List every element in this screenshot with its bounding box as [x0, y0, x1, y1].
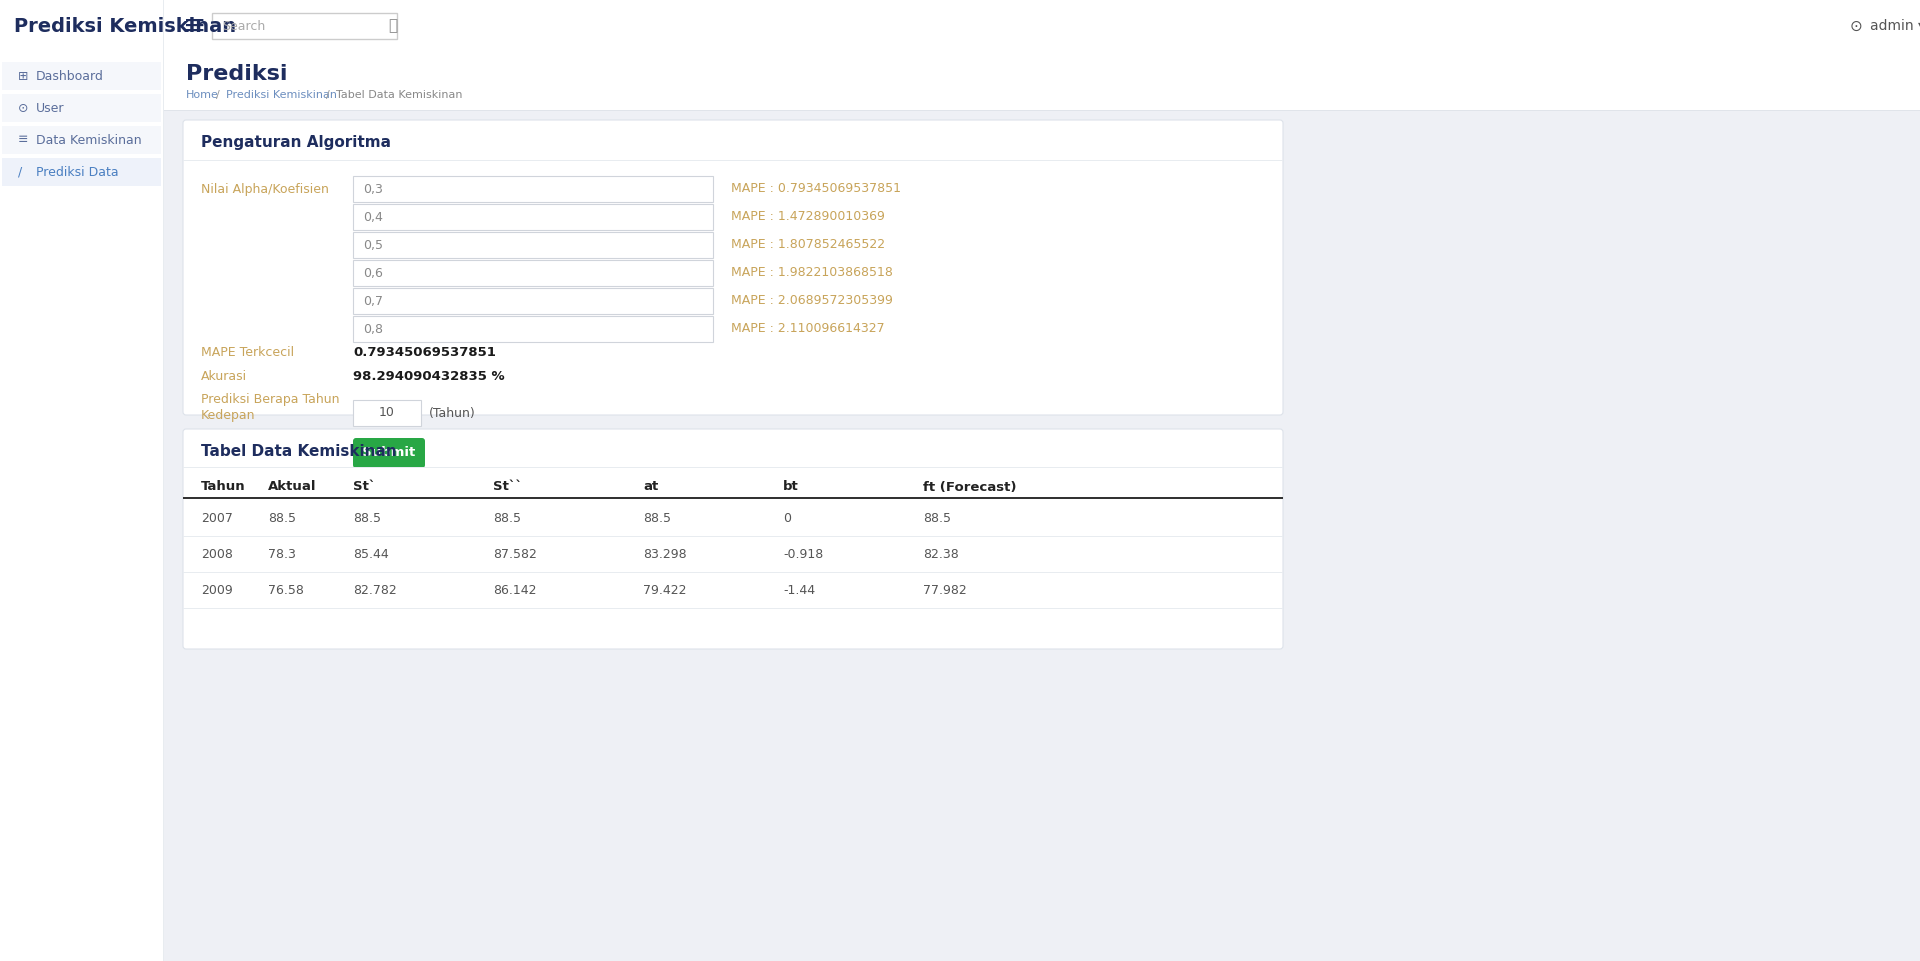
- FancyBboxPatch shape: [353, 260, 712, 286]
- Text: 0,3: 0,3: [363, 183, 382, 195]
- Text: Prediksi Kemiskinan: Prediksi Kemiskinan: [13, 16, 236, 36]
- Text: Home: Home: [186, 90, 219, 100]
- Text: ≡: ≡: [182, 12, 205, 40]
- Text: Pengaturan Algoritma: Pengaturan Algoritma: [202, 135, 392, 150]
- FancyBboxPatch shape: [353, 316, 712, 342]
- Text: Search: Search: [223, 19, 265, 33]
- Text: ≡: ≡: [17, 134, 29, 146]
- Text: 0: 0: [783, 512, 791, 526]
- Text: 78.3: 78.3: [269, 549, 296, 561]
- Text: ⊙: ⊙: [17, 102, 29, 114]
- Text: -0.918: -0.918: [783, 549, 824, 561]
- Text: Prediksi: Prediksi: [186, 64, 288, 84]
- Text: 88.5: 88.5: [924, 512, 950, 526]
- Text: Dashboard: Dashboard: [36, 69, 104, 83]
- FancyBboxPatch shape: [353, 438, 424, 468]
- FancyBboxPatch shape: [2, 94, 161, 122]
- Text: 88.5: 88.5: [353, 512, 380, 526]
- Text: 0,8: 0,8: [363, 323, 382, 335]
- Text: ⌕: ⌕: [388, 18, 397, 34]
- Text: MAPE : 2.110096614327: MAPE : 2.110096614327: [732, 323, 885, 335]
- Text: admin ▾: admin ▾: [1870, 19, 1920, 33]
- Text: Prediksi Berapa Tahun: Prediksi Berapa Tahun: [202, 393, 340, 407]
- FancyBboxPatch shape: [182, 467, 1283, 468]
- Text: Prediksi Kemiskinan: Prediksi Kemiskinan: [227, 90, 338, 100]
- Text: Prediksi Data: Prediksi Data: [36, 165, 119, 179]
- Text: 2007: 2007: [202, 512, 232, 526]
- Text: User: User: [36, 102, 65, 114]
- Text: MAPE : 1.807852465522: MAPE : 1.807852465522: [732, 238, 885, 252]
- Text: -1.44: -1.44: [783, 584, 816, 598]
- Text: /: /: [326, 90, 330, 100]
- Text: 88.5: 88.5: [643, 512, 670, 526]
- Text: /: /: [215, 90, 219, 100]
- Text: 82.782: 82.782: [353, 584, 397, 598]
- FancyBboxPatch shape: [353, 288, 712, 314]
- FancyBboxPatch shape: [2, 158, 161, 186]
- Text: bt: bt: [783, 480, 799, 494]
- Text: 0,6: 0,6: [363, 266, 382, 280]
- Text: MAPE : 1.9822103868518: MAPE : 1.9822103868518: [732, 266, 893, 280]
- Text: 2008: 2008: [202, 549, 232, 561]
- Text: 0,5: 0,5: [363, 238, 382, 252]
- FancyBboxPatch shape: [163, 110, 1920, 111]
- Text: 76.58: 76.58: [269, 584, 303, 598]
- FancyBboxPatch shape: [163, 52, 1920, 961]
- Text: 86.142: 86.142: [493, 584, 536, 598]
- Text: Data Kemiskinan: Data Kemiskinan: [36, 134, 142, 146]
- Text: 79.422: 79.422: [643, 584, 687, 598]
- Text: MAPE : 2.0689572305399: MAPE : 2.0689572305399: [732, 294, 893, 308]
- Text: Kedepan: Kedepan: [202, 409, 255, 423]
- Text: MAPE : 0.79345069537851: MAPE : 0.79345069537851: [732, 183, 900, 195]
- Text: ⊞: ⊞: [17, 69, 29, 83]
- FancyBboxPatch shape: [353, 176, 712, 202]
- Text: St``: St``: [493, 480, 522, 494]
- FancyBboxPatch shape: [0, 0, 1920, 52]
- Text: MAPE Terkcecil: MAPE Terkcecil: [202, 346, 294, 358]
- Text: ft (Forecast): ft (Forecast): [924, 480, 1016, 494]
- Text: Nilai Alpha/Koefisien: Nilai Alpha/Koefisien: [202, 184, 328, 196]
- FancyBboxPatch shape: [353, 204, 712, 230]
- Text: 98.294090432835 %: 98.294090432835 %: [353, 369, 505, 382]
- FancyBboxPatch shape: [353, 232, 712, 258]
- Text: /: /: [17, 165, 23, 179]
- Text: Akurasi: Akurasi: [202, 369, 248, 382]
- FancyBboxPatch shape: [211, 13, 397, 39]
- Text: at: at: [643, 480, 659, 494]
- Text: 85.44: 85.44: [353, 549, 388, 561]
- FancyBboxPatch shape: [0, 52, 1920, 53]
- Text: 2009: 2009: [202, 584, 232, 598]
- FancyBboxPatch shape: [182, 429, 1283, 649]
- Text: 88.5: 88.5: [269, 512, 296, 526]
- Text: St`: St`: [353, 480, 376, 494]
- Text: 0,7: 0,7: [363, 294, 382, 308]
- FancyBboxPatch shape: [163, 52, 1920, 110]
- Text: 0.79345069537851: 0.79345069537851: [353, 346, 495, 358]
- FancyBboxPatch shape: [163, 423, 1920, 437]
- Text: 88.5: 88.5: [493, 512, 520, 526]
- Text: 82.38: 82.38: [924, 549, 958, 561]
- Text: MAPE : 1.472890010369: MAPE : 1.472890010369: [732, 210, 885, 224]
- Text: 87.582: 87.582: [493, 549, 538, 561]
- FancyBboxPatch shape: [182, 160, 1283, 161]
- Text: Aktual: Aktual: [269, 480, 317, 494]
- Text: 77.982: 77.982: [924, 584, 968, 598]
- Text: ⊙: ⊙: [1851, 18, 1862, 34]
- Text: 0,4: 0,4: [363, 210, 382, 224]
- FancyBboxPatch shape: [182, 120, 1283, 415]
- FancyBboxPatch shape: [353, 400, 420, 426]
- Text: 83.298: 83.298: [643, 549, 687, 561]
- FancyBboxPatch shape: [182, 497, 1283, 499]
- FancyBboxPatch shape: [2, 126, 161, 154]
- Text: Tabel Data Kemiskinan: Tabel Data Kemiskinan: [202, 443, 397, 458]
- Text: 10: 10: [378, 407, 396, 420]
- Text: Submit: Submit: [363, 447, 415, 459]
- Text: Tahun: Tahun: [202, 480, 246, 494]
- FancyBboxPatch shape: [2, 62, 161, 90]
- Text: Tabel Data Kemiskinan: Tabel Data Kemiskinan: [336, 90, 463, 100]
- FancyBboxPatch shape: [0, 0, 163, 961]
- Text: (Tahun): (Tahun): [428, 407, 476, 420]
